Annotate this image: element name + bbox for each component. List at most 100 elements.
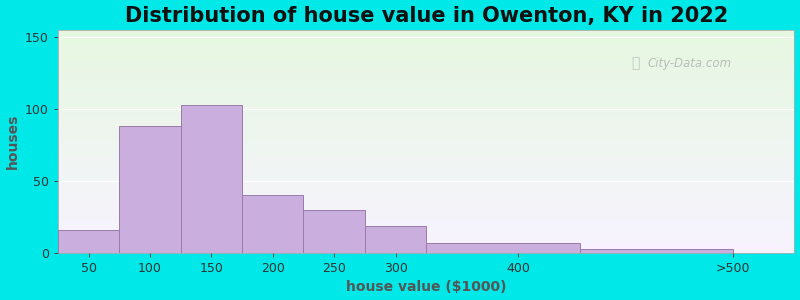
Bar — [58, 170, 794, 172]
Bar — [58, 238, 794, 239]
Bar — [58, 44, 794, 46]
Bar — [58, 175, 794, 176]
Bar — [58, 159, 794, 160]
Bar — [58, 92, 794, 93]
Bar — [58, 121, 794, 122]
Bar — [58, 118, 794, 119]
Bar — [58, 101, 794, 102]
Bar — [58, 182, 794, 183]
Bar — [58, 157, 794, 158]
Bar — [58, 138, 794, 139]
Bar — [58, 70, 794, 71]
Bar — [58, 193, 794, 194]
Bar — [58, 69, 794, 70]
Bar — [58, 90, 794, 91]
Bar — [58, 107, 794, 108]
Bar — [58, 53, 794, 54]
Bar — [58, 245, 794, 246]
Bar — [58, 78, 794, 79]
Bar — [58, 164, 794, 165]
Bar — [58, 72, 794, 74]
Bar — [58, 67, 794, 68]
Bar — [58, 57, 794, 58]
Bar — [58, 194, 794, 195]
Y-axis label: houses: houses — [6, 114, 19, 169]
Bar — [58, 156, 794, 157]
Bar — [58, 71, 794, 72]
Bar — [58, 32, 794, 33]
Bar — [58, 176, 794, 177]
Bar — [58, 165, 794, 166]
Bar — [58, 54, 794, 56]
Bar — [365, 226, 426, 253]
Bar — [58, 222, 794, 223]
Bar — [58, 168, 794, 169]
Bar — [58, 106, 794, 107]
Bar — [58, 188, 794, 189]
Bar — [303, 210, 365, 253]
Bar — [58, 166, 794, 167]
Bar — [58, 161, 794, 163]
Bar — [58, 150, 794, 152]
Bar — [58, 91, 794, 92]
Bar — [58, 119, 794, 120]
Bar — [58, 77, 794, 78]
Bar — [58, 98, 794, 99]
Bar — [58, 51, 794, 52]
Bar — [58, 167, 794, 168]
Bar — [58, 110, 794, 111]
Bar — [58, 129, 794, 130]
Bar — [58, 96, 794, 97]
Bar — [58, 108, 794, 109]
Bar — [58, 184, 794, 185]
Bar — [58, 149, 794, 150]
Bar — [58, 30, 794, 31]
Bar — [58, 206, 794, 207]
Bar — [58, 117, 794, 118]
Bar — [58, 139, 794, 140]
Bar — [58, 52, 794, 53]
Bar — [58, 133, 794, 134]
Bar — [58, 103, 794, 105]
Bar — [58, 61, 794, 62]
Bar — [58, 105, 794, 106]
Bar — [58, 31, 794, 32]
Bar — [58, 241, 794, 242]
Bar — [58, 235, 794, 236]
Bar — [58, 197, 794, 198]
Bar — [58, 140, 794, 141]
Bar — [58, 35, 794, 37]
Bar — [58, 154, 794, 155]
Bar — [58, 220, 794, 222]
Bar — [58, 203, 794, 204]
Bar — [58, 134, 794, 135]
Bar — [181, 105, 242, 253]
Bar — [58, 186, 794, 187]
Bar — [58, 83, 794, 85]
Bar — [58, 199, 794, 200]
Bar — [58, 85, 794, 87]
Bar — [58, 144, 794, 145]
Bar — [58, 243, 794, 244]
Bar — [58, 217, 794, 218]
Bar — [58, 85, 794, 86]
Bar — [58, 205, 794, 206]
Bar — [58, 231, 794, 232]
Bar — [119, 126, 181, 253]
Bar — [58, 64, 794, 66]
Bar — [58, 227, 794, 228]
Bar — [58, 63, 794, 64]
Bar — [58, 109, 794, 110]
Bar — [58, 130, 794, 131]
Bar — [58, 145, 794, 146]
Bar — [58, 142, 794, 144]
Bar — [58, 239, 794, 241]
Bar — [58, 141, 794, 142]
Bar — [58, 196, 794, 197]
Bar — [58, 198, 794, 199]
Bar — [58, 43, 794, 44]
Bar — [58, 236, 794, 237]
Bar — [58, 102, 794, 104]
Bar — [58, 174, 794, 175]
Bar — [58, 120, 794, 121]
